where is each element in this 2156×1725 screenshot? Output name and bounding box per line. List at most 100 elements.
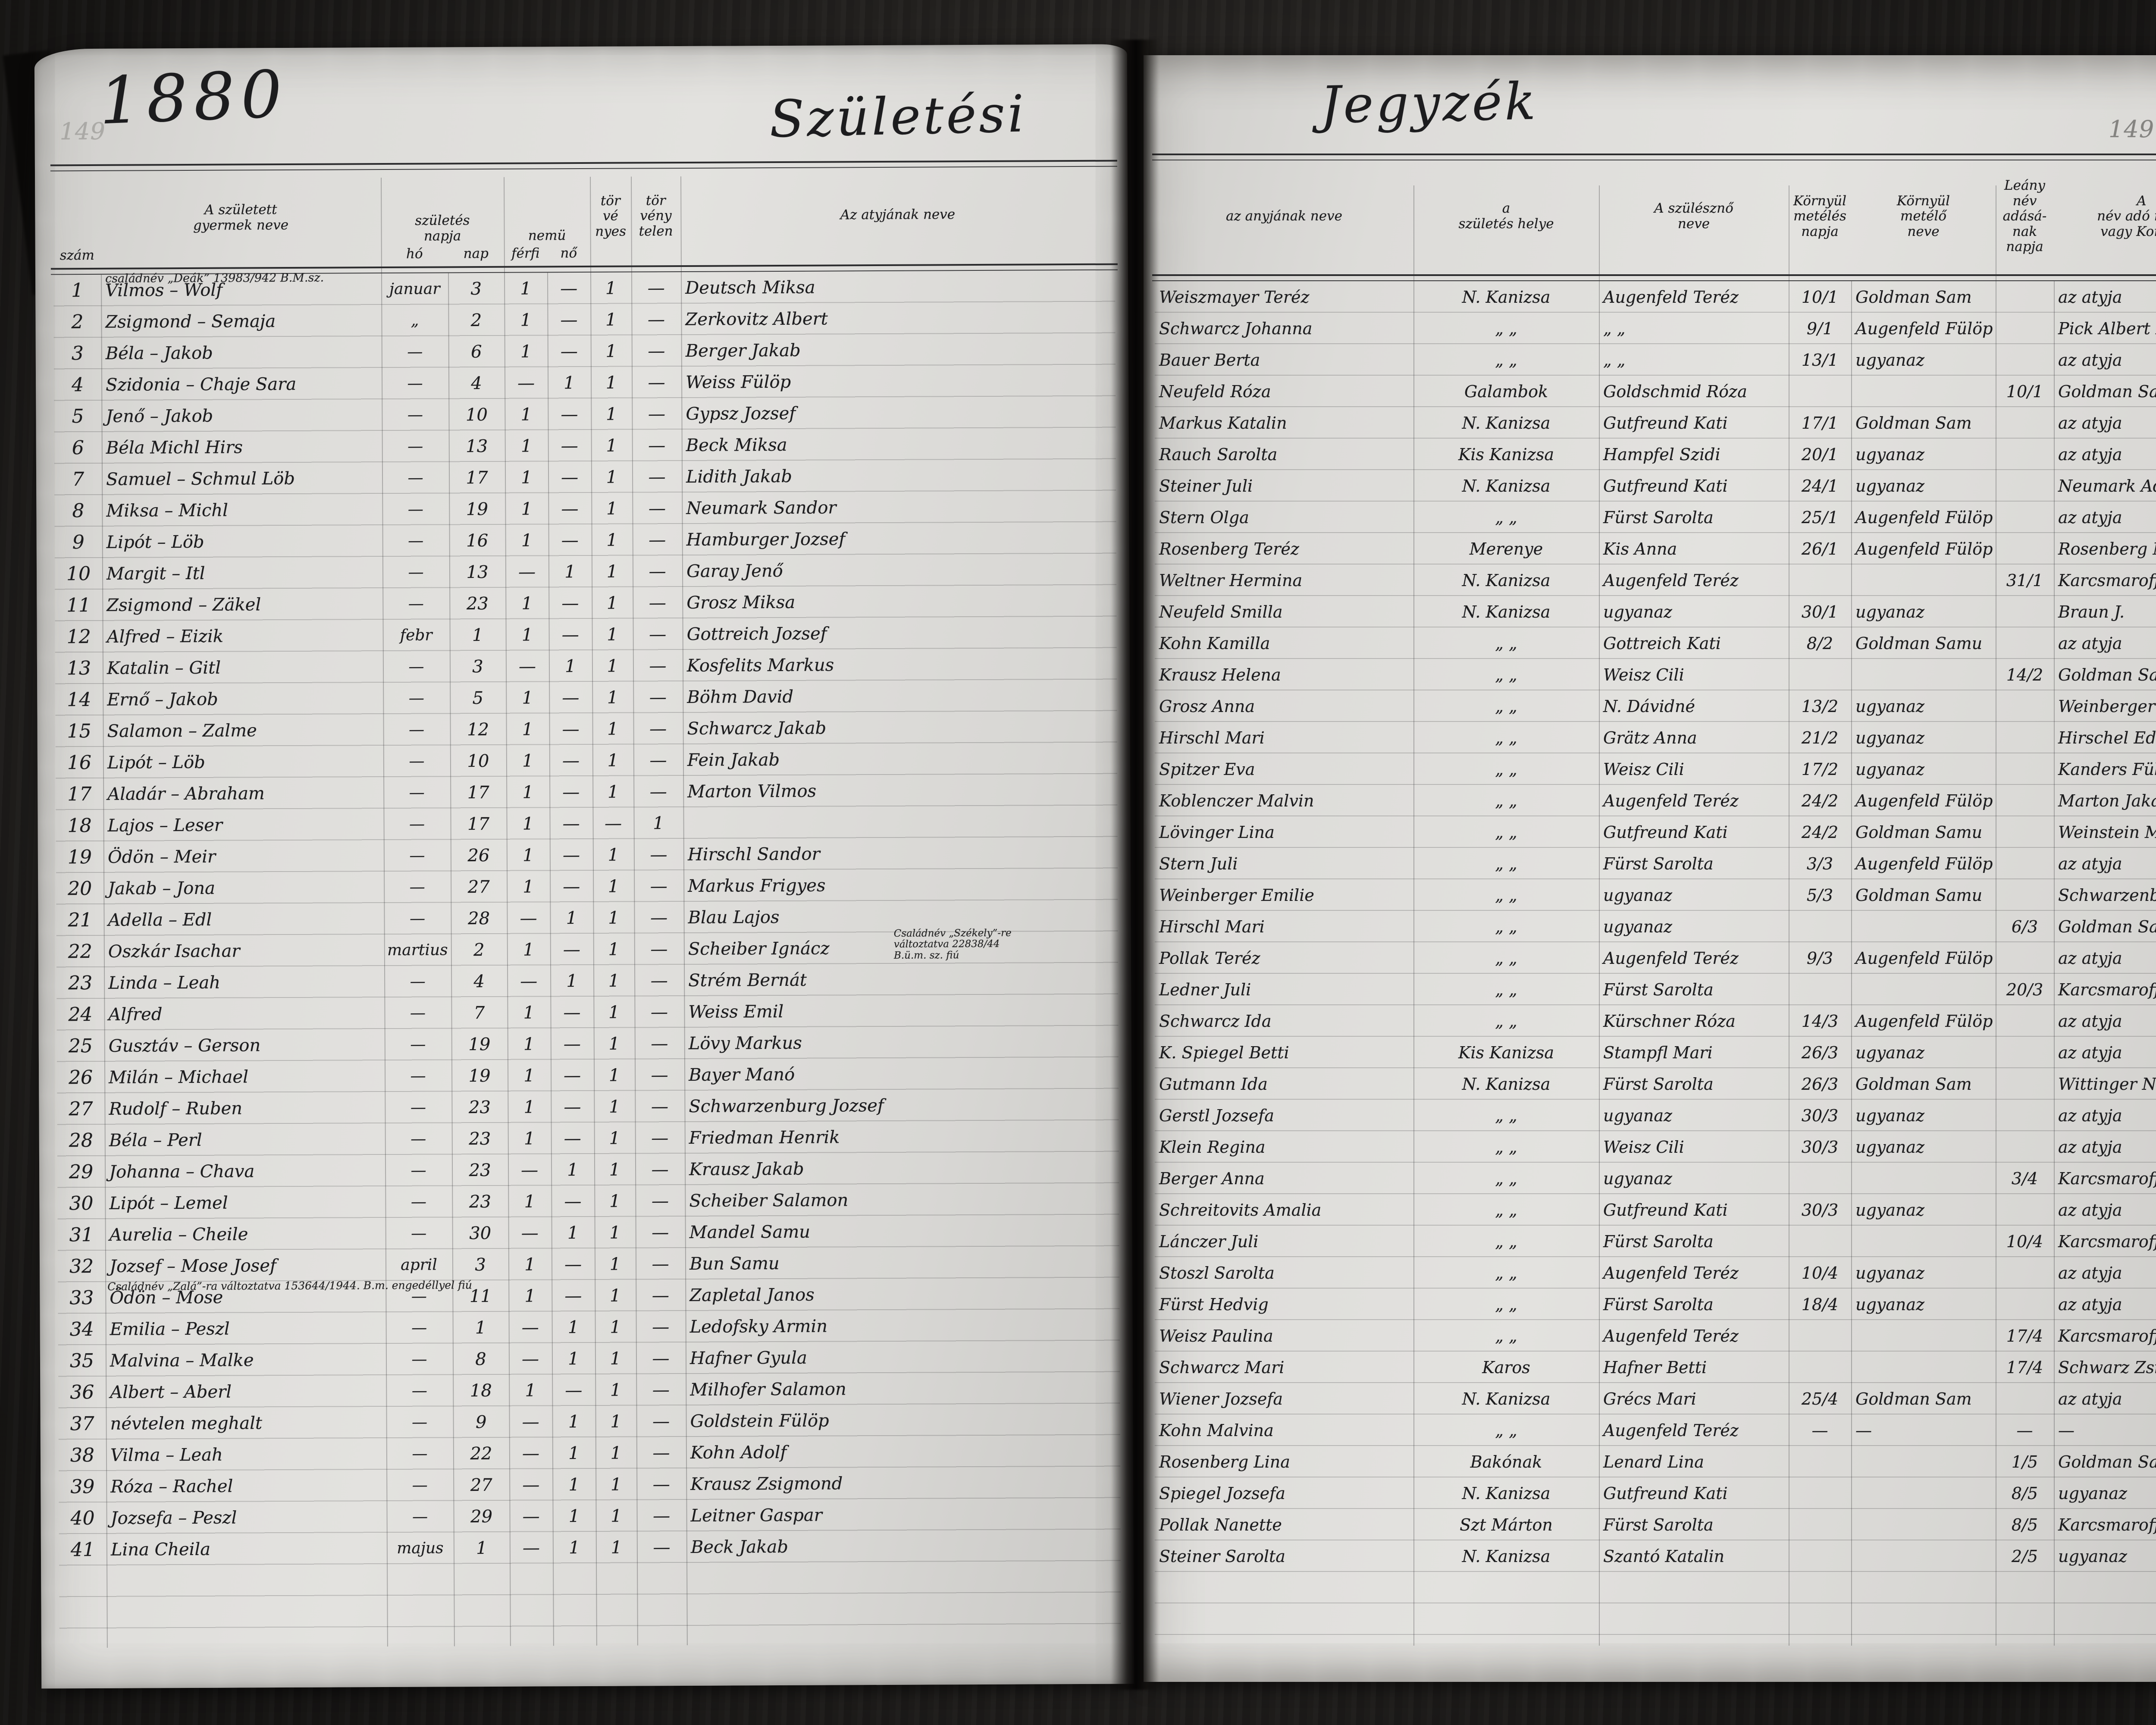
father-name-text: Beck Miksa xyxy=(686,435,787,455)
cell-circumciser-name: Goldman Sam xyxy=(1855,1389,1972,1408)
cell-child-name: Alfred xyxy=(108,1004,163,1025)
cell-entry-number: 27 xyxy=(69,1098,93,1120)
cell-birth-month: — xyxy=(407,437,423,455)
cell-entry-number: 8 xyxy=(72,499,85,522)
cell-birth-day: 29 xyxy=(470,1506,493,1527)
cell-legitimate: 1 xyxy=(609,1097,620,1117)
cell-illegitimate: — xyxy=(648,404,666,424)
cell-illegitimate: 1 xyxy=(653,813,664,833)
cell-illegitimate: — xyxy=(652,1411,670,1431)
cell-name-giver: az atyja xyxy=(2058,287,2122,307)
register-row-left: 26 Milán – Michael — 19 1 — 1 — Bayer Ma… xyxy=(57,1057,1119,1094)
cell-midwife-name: Goldschmid Róza xyxy=(1603,382,1747,401)
cell-birth-place: „ „ xyxy=(1495,1295,1517,1314)
cell-birth-day: 3 xyxy=(472,656,483,677)
cell-naming-day: 20/3 xyxy=(2006,980,2043,999)
cell-circumcision-day: 26/1 xyxy=(1801,539,1839,558)
cell-legitimate: 1 xyxy=(606,404,617,424)
register-row-left: 8 Miksa – Michl — 19 1 — 1 — Neumark San… xyxy=(54,491,1116,527)
cell-legitimate: 1 xyxy=(609,1254,621,1274)
cell-mother-name: Lánczer Juli xyxy=(1159,1232,1259,1251)
cell-mother-name: Lövinger Lina xyxy=(1159,822,1275,842)
cell-entry-number: 26 xyxy=(69,1066,93,1088)
cell-birth-day: 13 xyxy=(466,436,488,456)
cell-midwife-name: Augenfeld Teréz xyxy=(1603,1421,1739,1440)
header-day: nap xyxy=(463,246,489,262)
cell-naming-day: 17/4 xyxy=(2006,1326,2043,1346)
cell-naming-day: 10/4 xyxy=(2006,1232,2043,1251)
cell-naming-day: 1/5 xyxy=(2011,1452,2038,1471)
cell-legitimate: 1 xyxy=(608,1065,620,1085)
header-birth-place: a születés helye xyxy=(1458,201,1554,232)
father-name-text: Beck Jakab xyxy=(690,1537,788,1557)
cell-naming-day: 31/1 xyxy=(2006,571,2043,590)
cell-circumcision-day: 13/2 xyxy=(1801,696,1839,716)
cell-sex-female: — xyxy=(563,876,580,897)
register-row-left: 13 Katalin – Gitl — 3 — 1 1 — Kosfelits … xyxy=(55,648,1117,684)
cell-circumcision-day: 20/1 xyxy=(1801,445,1839,464)
cell-entry-number: 31 xyxy=(69,1223,94,1246)
cell-name-giver: ugyanaz xyxy=(2058,1546,2128,1566)
cell-naming-day: — xyxy=(2016,1421,2033,1440)
cell-illegitimate: — xyxy=(652,1474,670,1494)
cell-child-name: Zsigmond – Semaja xyxy=(105,311,276,332)
cell-circumcision-day: 30/3 xyxy=(1801,1200,1839,1220)
cell-sex-male: — xyxy=(521,1223,539,1243)
cell-circumcision-day: 30/1 xyxy=(1801,602,1839,621)
cell-sex-female: — xyxy=(564,1191,582,1211)
cell-child-name: Katalin – Gitl xyxy=(107,658,221,678)
cell-mother-name: Weisz Paulina xyxy=(1159,1326,1273,1346)
cell-birth-place: Bakónak xyxy=(1470,1452,1542,1471)
title-rule xyxy=(1152,154,2156,160)
register-row-right: Koblenczer Malvin „ „ Augenfeld Teréz 24… xyxy=(1155,785,2156,816)
register-row-left: 18 Lajos – Leser — 17 1 — — 1 xyxy=(56,806,1117,842)
cell-name-giver: az atyja xyxy=(2058,1263,2122,1283)
cell-legitimate: 1 xyxy=(610,1474,622,1495)
cell-birth-place: „ „ xyxy=(1495,728,1517,747)
father-name-text: Blau Lajos xyxy=(688,907,780,928)
register-row-right: Bauer Berta „ „ „ „ 13/1 ugyanaz az atyj… xyxy=(1155,344,2156,376)
cell-sex-female: — xyxy=(564,1128,581,1148)
cell-midwife-name: „ „ xyxy=(1603,350,1626,370)
father-name-text: Friedman Henrik xyxy=(689,1127,840,1148)
cell-birth-place: N. Kanizsa xyxy=(1462,1546,1551,1566)
cell-birth-day: 9 xyxy=(475,1412,487,1432)
cell-name-giver: Braun J. xyxy=(2058,602,2125,621)
cell-circumciser-name: ugyanaz xyxy=(1855,350,1925,370)
cell-birth-place: N. Kanizsa xyxy=(1462,1074,1551,1094)
register-row-right: K. Spiegel Betti Kis Kanizsa Stampfl Mar… xyxy=(1155,1037,2156,1068)
cell-mother-name: Rauch Sarolta xyxy=(1159,445,1278,464)
cell-child-name: Miksa – Michl xyxy=(106,500,228,521)
cell-birth-day: 27 xyxy=(467,877,490,897)
cell-name-giver: az atyja xyxy=(2058,1043,2122,1062)
cell-sex-male: 1 xyxy=(520,279,531,299)
cell-illegitimate: — xyxy=(648,435,666,455)
father-name-text: Gypsz Jozsef xyxy=(686,403,796,424)
register-row-right: Kohn Kamilla „ „ Gottreich Kati 8/2 Gold… xyxy=(1155,627,2156,659)
cell-child-name: Jozsef – Mose Josef xyxy=(109,1255,276,1276)
cell-birth-month: — xyxy=(407,469,423,487)
cell-name-giver: az atyja xyxy=(2058,1200,2122,1220)
cell-name-giver: Kanders Fülöp xyxy=(2058,759,2156,779)
cell-midwife-name: Kürschner Róza xyxy=(1603,1011,1736,1031)
cell-child-name: Jozsefa – Peszl xyxy=(110,1508,237,1528)
cell-circumcision-day: 3/3 xyxy=(1806,854,1833,873)
cell-legitimate: 1 xyxy=(606,467,617,487)
cell-sex-male: 1 xyxy=(523,877,534,897)
cell-midwife-name: Augenfeld Teréz xyxy=(1603,1326,1739,1346)
cell-legitimate: 1 xyxy=(608,876,619,897)
cell-sex-male: — xyxy=(517,373,535,393)
cell-birth-month: majus xyxy=(397,1539,444,1557)
year-heading: 1880 xyxy=(97,56,290,139)
cell-circumcision-day: 30/3 xyxy=(1801,1106,1839,1125)
register-row-left: 32 Jozsef – Mose Josef april 3 1 — 1 — B… xyxy=(58,1246,1119,1293)
cell-illegitimate: — xyxy=(650,970,668,991)
cell-birth-day: 10 xyxy=(467,751,489,771)
cell-father-name: Scheiber Salamon xyxy=(685,1190,1119,1211)
cell-entry-number: 1 xyxy=(71,279,84,301)
cell-father-name: Krausz Jakab xyxy=(685,1159,1119,1179)
register-row-right: Hirschl Mari „ „ Grätz Anna 21/2 ugyanaz… xyxy=(1155,722,2156,753)
cell-naming-day: 3/4 xyxy=(2011,1169,2038,1188)
cell-name-giver: az atyja xyxy=(2058,1295,2122,1314)
cell-birth-day: 17 xyxy=(466,467,488,488)
